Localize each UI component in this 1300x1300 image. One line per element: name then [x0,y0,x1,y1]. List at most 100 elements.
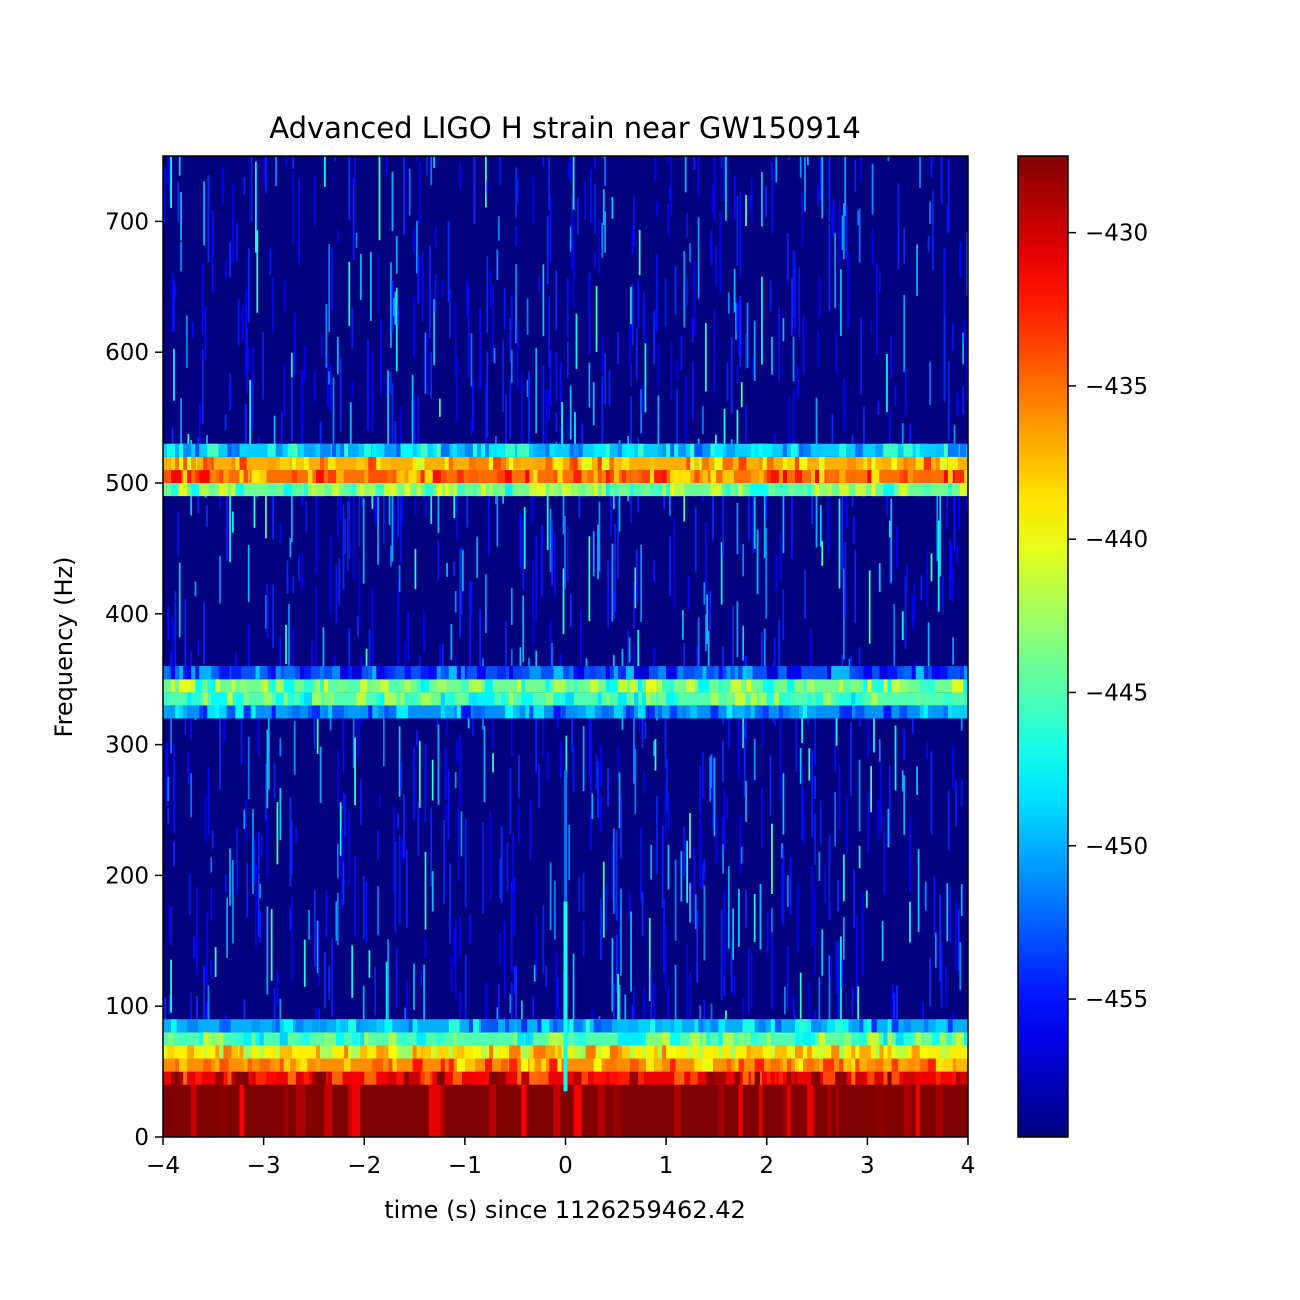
band-texture [315,1058,321,1072]
band-texture [847,1058,853,1072]
band-texture [231,469,241,483]
noise-cell [505,621,507,686]
noise-cell [397,485,400,539]
noise-cell [362,498,365,584]
noise-cell [842,377,845,433]
noise-cell [637,629,640,695]
band-texture [291,1045,299,1059]
band-texture [452,1071,463,1085]
noise-cell [559,741,562,779]
band-texture [666,666,677,680]
band-texture [340,1019,347,1033]
band-texture [593,469,600,483]
frequency-bands [163,443,968,1137]
band-texture [215,1058,221,1072]
band-texture [646,1032,658,1046]
noise-cell [568,161,571,179]
band-texture [770,1058,781,1072]
band-texture [678,443,686,457]
band-texture [573,456,579,470]
noise-cell [926,550,929,607]
band-texture [835,1045,840,1059]
band-texture [734,692,746,706]
band-texture [356,692,366,706]
band-texture [315,443,320,457]
noise-cell [408,168,411,216]
band-texture [633,705,639,719]
band-texture [537,443,548,457]
band-texture [722,679,732,693]
noise-cell [263,156,266,187]
noise-cell [518,803,520,843]
noise-cell [500,826,503,904]
band-texture [175,456,180,470]
band-texture [533,456,544,470]
band-texture [778,469,784,483]
band-texture [315,1032,322,1046]
noise-cell [715,817,717,865]
noise-cell [371,351,374,432]
band-texture [935,1084,943,1137]
noise-cell [210,857,213,873]
band-texture [738,456,747,470]
noise-cell [591,793,594,819]
noise-cell [265,763,267,821]
band-texture [662,469,667,483]
noise-cell [489,812,492,902]
band-texture [698,1071,707,1085]
band-texture [267,483,276,497]
noise-cell [332,377,335,454]
noise-cell [828,224,831,312]
noise-cell [792,387,795,469]
noise-cell [903,729,906,760]
band-texture [762,679,774,693]
y-tick-label: 200 [105,863,149,889]
band-texture [597,1084,605,1137]
band-texture [807,1084,814,1137]
band-texture [267,666,272,680]
band-texture [698,1045,704,1059]
noise-cell [562,568,565,635]
noise-cell [206,505,208,527]
band-texture [750,1032,758,1046]
noise-cell [835,331,838,375]
noise-cell [815,482,818,548]
band-texture [440,705,449,719]
noise-cell [351,945,354,998]
chart-title: Advanced LIGO H strain near GW150914 [269,111,861,145]
noise-cell [664,689,667,769]
noise-cell [901,770,904,792]
band-texture [517,1058,522,1072]
noise-cell [355,233,358,248]
noise-cell [174,590,177,682]
band-texture [690,705,698,719]
band-texture [263,692,273,706]
band-texture [553,483,559,497]
noise-cell [775,156,778,183]
band-texture [577,443,583,457]
band-texture [303,666,311,680]
band-texture [593,483,602,497]
band-texture [517,1071,523,1085]
noise-cell [505,395,507,485]
band-texture [734,705,745,719]
band-texture [311,692,322,706]
noise-cell [739,816,742,875]
band-texture [460,679,469,693]
band-texture [251,1019,260,1033]
band-texture [448,666,460,680]
band-texture [959,666,968,680]
band-texture [360,1019,368,1033]
band-texture [255,705,260,719]
band-texture [859,1058,867,1072]
band-texture [344,483,351,497]
noise-cell [878,271,881,293]
band-texture [831,1071,839,1085]
band-texture [887,1032,894,1046]
noise-cell [210,888,213,920]
band-texture [650,469,656,483]
band-texture [444,1071,452,1085]
noise-cell [683,484,686,522]
band-texture [521,1019,528,1033]
band-texture [798,456,808,470]
